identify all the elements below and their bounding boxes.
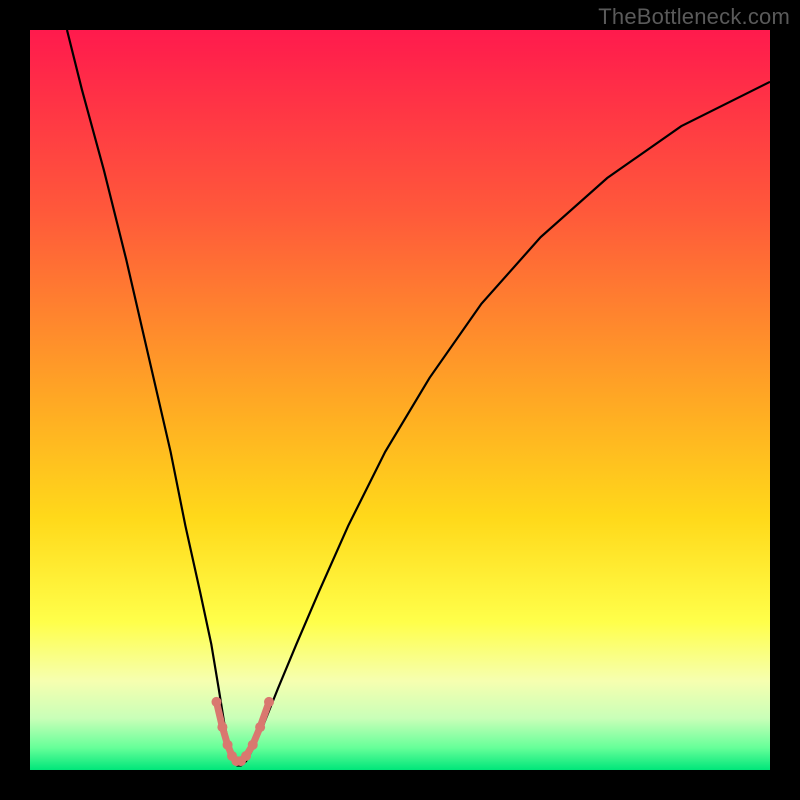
sweet-spot-dot	[248, 740, 258, 750]
sweet-spot-dot	[264, 697, 274, 707]
sweet-spot-dot	[217, 722, 227, 732]
bottleneck-curve-svg	[30, 30, 770, 770]
sweet-spot-dot	[223, 740, 233, 750]
sweet-spot-dot	[211, 697, 221, 707]
plot-area	[30, 30, 770, 770]
sweet-spot-dot	[241, 751, 251, 761]
sweet-spot-dot	[255, 722, 265, 732]
main-curve-line	[67, 30, 770, 766]
watermark-text: TheBottleneck.com	[598, 4, 790, 30]
